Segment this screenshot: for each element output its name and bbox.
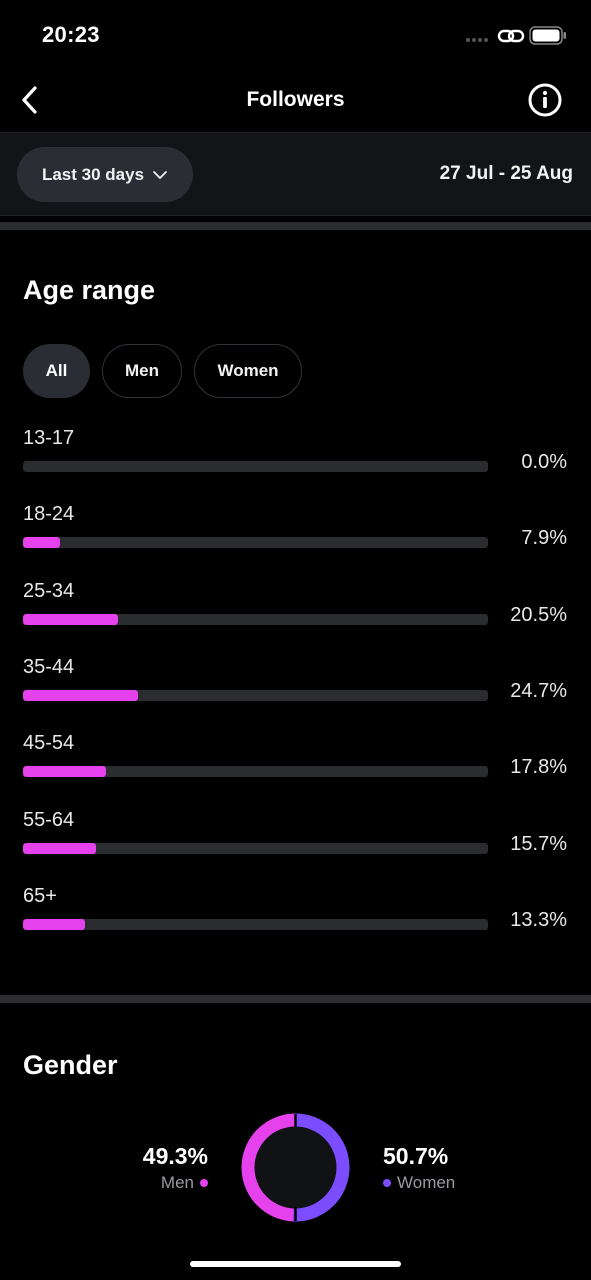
age-label: 55-64 xyxy=(23,808,75,831)
home-indicator xyxy=(190,1261,401,1267)
status-bar: 20:23 xyxy=(0,0,591,70)
women-stat: 50.7% Women xyxy=(383,1143,503,1193)
section-divider xyxy=(0,995,591,1003)
age-bar-fill xyxy=(23,613,119,625)
age-bar-fill xyxy=(23,842,96,854)
age-label: 45-54 xyxy=(23,732,75,755)
age-bar-track xyxy=(23,918,488,930)
cellular-signal-icon xyxy=(466,38,488,42)
women-legend: Women xyxy=(383,1173,503,1193)
chip-men[interactable]: Men xyxy=(102,344,182,398)
age-bar-fill xyxy=(23,766,106,778)
age-row: 45-54 17.8% xyxy=(0,732,591,792)
age-bar-fill xyxy=(23,537,60,549)
age-percentage: 13.3% xyxy=(510,908,567,931)
gender-title: Gender xyxy=(23,1050,118,1080)
period-dropdown-label: Last 30 days xyxy=(41,164,145,184)
age-label: 25-34 xyxy=(23,579,75,602)
chevron-down-icon xyxy=(153,170,167,179)
men-percentage: 49.3% xyxy=(142,1143,208,1169)
chip-women[interactable]: Women xyxy=(194,344,302,398)
age-bar-track xyxy=(23,766,488,778)
status-time: 20:23 xyxy=(42,22,100,47)
age-percentage: 20.5% xyxy=(510,603,567,626)
age-bar-track xyxy=(23,613,488,625)
date-range: 27 Jul - 25 Aug xyxy=(439,163,573,184)
age-bar-track xyxy=(23,842,488,854)
back-button[interactable] xyxy=(12,82,48,118)
link-icon xyxy=(497,29,525,43)
chip-all[interactable]: All xyxy=(23,344,90,398)
age-percentage: 0.0% xyxy=(521,451,567,473)
age-bar-track xyxy=(23,537,488,549)
men-arc xyxy=(241,1113,296,1222)
section-divider xyxy=(0,222,591,230)
age-percentage: 24.7% xyxy=(510,679,567,702)
battery-icon xyxy=(529,26,566,45)
age-percentage: 15.7% xyxy=(510,832,567,855)
men-stat: 49.3% Men xyxy=(110,1143,208,1193)
age-label: 13-17 xyxy=(23,427,75,449)
chevron-left-icon xyxy=(22,86,37,114)
filter-row: Last 30 days 27 Jul - 25 Aug xyxy=(0,132,591,216)
women-legend-dot xyxy=(383,1179,391,1187)
age-bar-fill xyxy=(23,689,138,701)
age-label: 35-44 xyxy=(23,655,75,678)
women-label: Women xyxy=(397,1173,456,1192)
age-row: 65+ 13.3% xyxy=(0,885,591,945)
page-title: Followers xyxy=(246,88,345,111)
age-row: 25-34 20.5% xyxy=(0,580,591,640)
info-icon[interactable] xyxy=(526,81,564,119)
period-dropdown[interactable]: Last 30 days xyxy=(17,147,193,202)
age-row: 13-17 0.0% xyxy=(0,427,591,487)
age-row: 55-64 15.7% xyxy=(0,809,591,869)
men-legend-dot xyxy=(200,1179,208,1187)
age-bar-fill xyxy=(23,918,85,930)
nav-header: Followers xyxy=(0,70,591,132)
age-percentage: 17.8% xyxy=(510,756,567,779)
age-row: 18-24 7.9% xyxy=(0,503,591,563)
age-row: 35-44 24.7% xyxy=(0,656,591,716)
men-legend: Men xyxy=(110,1173,208,1193)
men-label: Men xyxy=(160,1173,194,1192)
women-arc xyxy=(293,1113,350,1222)
age-label: 65+ xyxy=(23,884,57,907)
age-percentage: 7.9% xyxy=(521,527,567,550)
gender-donut-chart xyxy=(241,1113,350,1222)
age-bar-track xyxy=(23,689,488,701)
women-percentage: 50.7% xyxy=(383,1143,449,1169)
age-range-title: Age range xyxy=(23,275,156,305)
age-label: 18-24 xyxy=(23,503,75,526)
age-bar-track xyxy=(23,461,488,472)
